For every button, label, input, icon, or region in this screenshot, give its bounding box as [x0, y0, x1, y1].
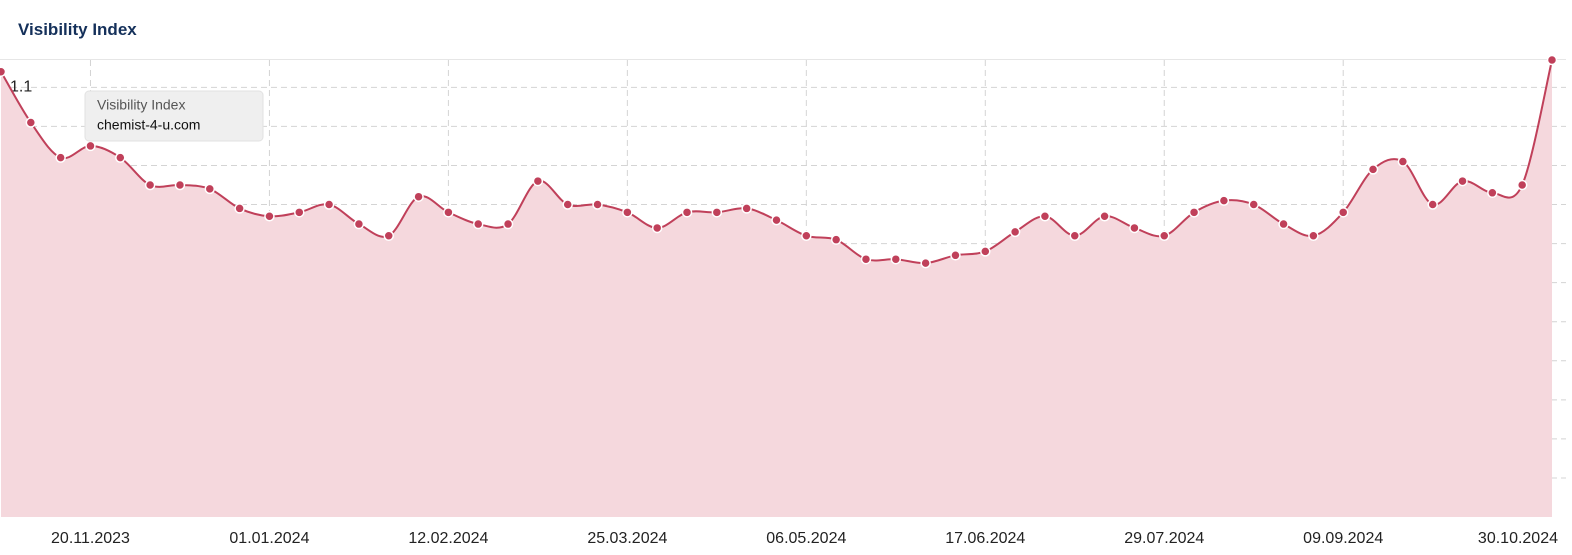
x-tick-label: 25.03.2024 [587, 530, 667, 547]
area-fill [1, 60, 1552, 517]
point [1487, 187, 1498, 199]
point [1188, 207, 1200, 218]
point [1516, 179, 1528, 191]
point [115, 152, 126, 163]
point [1248, 199, 1259, 210]
point [532, 175, 544, 187]
point [950, 250, 961, 261]
point [711, 207, 723, 218]
point [980, 246, 991, 257]
point [801, 230, 812, 242]
tooltip-box [84, 90, 264, 142]
x-tick-label: 01.01.2024 [229, 530, 309, 547]
point [264, 210, 275, 222]
header-title: Visibility Index [18, 20, 137, 39]
point [353, 218, 365, 230]
x-tick-label: 30.10.2024 [1478, 530, 1558, 547]
x-tick-label: 09.09.2024 [1303, 530, 1383, 547]
point [860, 253, 872, 265]
point [592, 199, 603, 210]
tooltip: Visibility Index chemist-4-u.com [84, 90, 264, 142]
point [1159, 230, 1170, 242]
point [1546, 54, 1558, 66]
point [1009, 226, 1021, 238]
point [1337, 207, 1349, 218]
point [1397, 156, 1409, 167]
point [1367, 164, 1379, 175]
point [1457, 175, 1468, 187]
x-tick-label: 12.02.2024 [408, 530, 488, 547]
tooltip-series: chemist-4-u.com [97, 117, 200, 133]
header: Visibility Index [0, 0, 1566, 60]
point [55, 152, 66, 163]
point [920, 257, 931, 269]
point [830, 234, 842, 245]
point [85, 140, 96, 152]
point [25, 117, 37, 128]
point [1427, 199, 1438, 210]
point [234, 203, 245, 214]
point [1308, 230, 1319, 242]
point [1218, 195, 1230, 206]
point [204, 183, 216, 195]
tooltip-title: Visibility Index [97, 97, 185, 113]
x-tick-label: 06.05.2024 [766, 530, 846, 547]
point [443, 207, 454, 218]
point [771, 214, 782, 226]
point [323, 199, 335, 210]
point [1099, 210, 1110, 222]
x-tick-label: 20.11.2023 [51, 530, 130, 547]
point [294, 207, 305, 218]
point [562, 199, 573, 210]
point [622, 207, 633, 218]
point [890, 253, 902, 265]
point [1069, 230, 1081, 242]
point [681, 207, 693, 218]
point [651, 222, 663, 234]
point [502, 218, 514, 230]
point [1129, 222, 1140, 234]
point [472, 218, 484, 230]
point [413, 191, 424, 202]
x-tick-label: 29.07.2024 [1124, 530, 1204, 547]
x-tick-label: 17.06.2024 [945, 530, 1025, 547]
point [0, 66, 7, 77]
point [383, 230, 394, 242]
point [174, 179, 186, 191]
point [1278, 218, 1289, 230]
point [1039, 210, 1051, 222]
y-tick-label: 1.1 [10, 79, 32, 96]
point [144, 179, 156, 191]
point [741, 203, 752, 214]
